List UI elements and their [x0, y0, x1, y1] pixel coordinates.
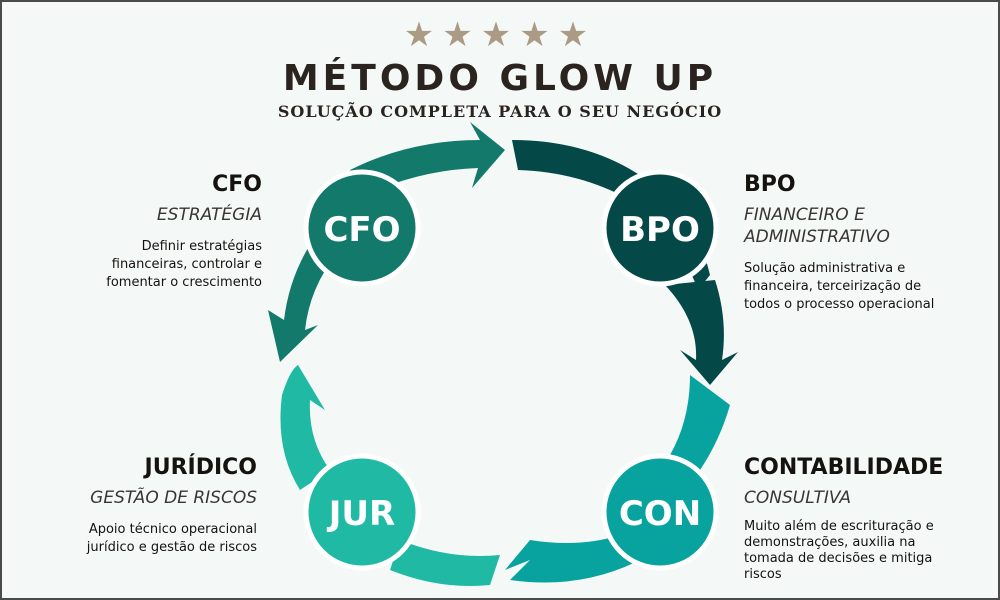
cfo-tag: ESTRATÉGIA — [156, 205, 262, 225]
jur-text-line: jurídico e gestão de riscos — [86, 540, 257, 555]
page-subtitle: SOLUÇÃO COMPLETA PARA O SEU NEGÓCIO — [277, 102, 723, 121]
con-name: CONTABILIDADE — [744, 455, 944, 480]
bpo-text: Solução administrativa e financeira, ter… — [744, 260, 984, 314]
node-bpo[interactable]: BPO — [601, 169, 719, 287]
jur-text-line: Apoio técnico operacional — [88, 522, 257, 537]
cfo-text-line: financeiras, controlar e — [111, 257, 262, 272]
bpo-text-line: Solução administrativa e — [744, 261, 906, 276]
cfo-text-line: fomentar o crescimento — [106, 275, 262, 290]
con-tag: CONSULTIVA — [744, 488, 852, 508]
con-description: CONTABILIDADE CONSULTIVA Muito além de e… — [744, 455, 989, 583]
node-jur-label: JUR — [327, 494, 395, 534]
cfo-text: Definir estratégias financeiras, control… — [22, 238, 262, 292]
jur-text: Apoio técnico operacional jurídico e ges… — [17, 521, 257, 557]
node-con-label: CON — [619, 494, 701, 534]
con-text: Muito além de escrituração e demonstraçõ… — [744, 519, 989, 583]
con-text-line: riscos — [744, 567, 782, 582]
bpo-text-line: todos o processo operacional — [744, 297, 935, 312]
jur-name: JURÍDICO — [144, 455, 257, 480]
bpo-tag: FINANCEIRO E ADMINISTRATIVO — [744, 204, 984, 248]
jur-description: JURÍDICO GESTÃO DE RISCOS Apoio técnico … — [17, 455, 257, 557]
con-text-line: demonstrações, auxilia na — [744, 535, 916, 550]
node-bpo-label: BPO — [620, 210, 700, 250]
arrow-jur-to-con — [390, 540, 500, 586]
bpo-description: BPO FINANCEIRO E ADMINISTRATIVO Solução … — [744, 172, 984, 314]
arrow-jur-to-cfo — [280, 365, 330, 490]
cfo-description: CFO ESTRATÉGIA Definir estratégias finan… — [22, 172, 262, 292]
node-cfo-label: CFO — [323, 210, 400, 250]
cfo-text-line: Definir estratégias — [141, 239, 262, 254]
rating-stars: ★★★★★ — [403, 15, 597, 55]
cfo-name: CFO — [212, 172, 262, 197]
node-jur[interactable]: JUR — [303, 453, 421, 571]
page-title: MÉTODO GLOW UP — [282, 58, 718, 99]
bpo-text-line: financeira, terceirização de — [744, 279, 922, 294]
con-text-line: tomada de decisões e mitiga — [744, 551, 933, 566]
con-text-line: Muito além de escrituração e — [744, 519, 934, 534]
arrow-bpo-to-con-2 — [665, 280, 738, 385]
node-con[interactable]: CON — [601, 453, 719, 571]
arrow-con-to-jur-2 — [505, 535, 640, 583]
bpo-tag-line: FINANCEIRO E — [744, 205, 865, 225]
arrow-con-to-jur — [670, 375, 730, 470]
jur-tag: GESTÃO DE RISCOS — [90, 488, 257, 508]
node-cfo[interactable]: CFO — [303, 169, 421, 287]
bpo-tag-line: ADMINISTRATIVO — [744, 227, 890, 247]
bpo-name: BPO — [744, 172, 796, 197]
